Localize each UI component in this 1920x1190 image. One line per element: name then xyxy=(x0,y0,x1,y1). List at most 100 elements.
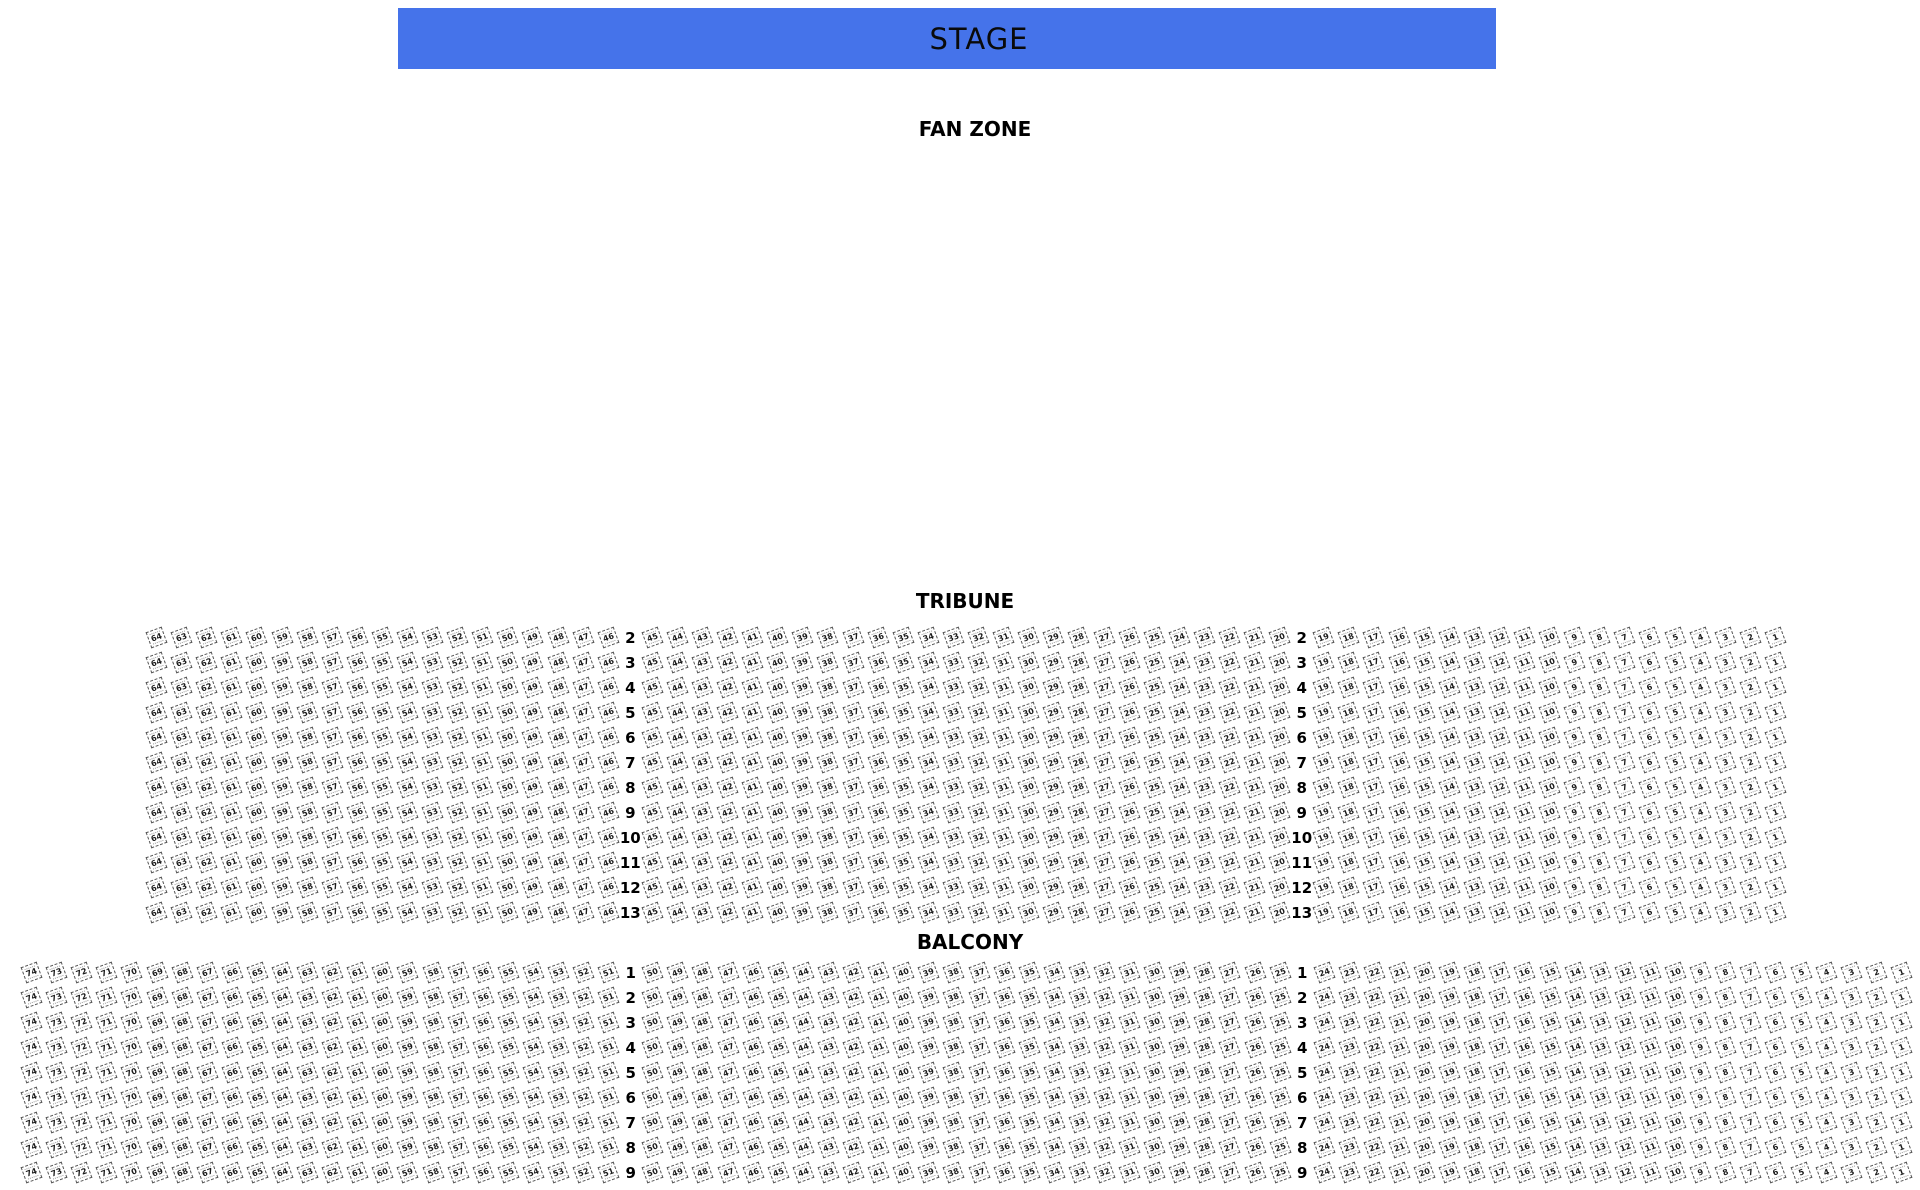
seat-balcony-r8-n53[interactable]: 53 xyxy=(547,1136,570,1159)
seat-tribune-r3-n45[interactable]: 45 xyxy=(641,651,664,674)
seat-tribune-r6-n25[interactable]: 25 xyxy=(1143,726,1166,749)
seat-balcony-r1-n64[interactable]: 64 xyxy=(271,961,294,984)
seat-tribune-r6-n33[interactable]: 33 xyxy=(942,726,965,749)
seat-balcony-r8-n16[interactable]: 16 xyxy=(1514,1136,1536,1159)
seat-balcony-r3-n4[interactable]: 4 xyxy=(1815,1011,1838,1034)
seat-tribune-r6-n29[interactable]: 29 xyxy=(1042,726,1065,749)
seat-balcony-r8-n15[interactable]: 15 xyxy=(1539,1136,1561,1159)
seat-tribune-r10-n36[interactable]: 36 xyxy=(867,826,890,849)
seat-balcony-r8-n23[interactable]: 23 xyxy=(1338,1136,1361,1159)
seat-balcony-r5-n67[interactable]: 67 xyxy=(196,1061,219,1084)
seat-balcony-r2-n42[interactable]: 42 xyxy=(842,986,865,1009)
seat-tribune-r4-n36[interactable]: 36 xyxy=(867,676,890,699)
seat-balcony-r7-n24[interactable]: 24 xyxy=(1313,1111,1336,1134)
seat-tribune-r8-n29[interactable]: 29 xyxy=(1042,776,1065,799)
seat-balcony-r1-n65[interactable]: 65 xyxy=(246,961,269,984)
seat-balcony-r7-n9[interactable]: 9 xyxy=(1689,1111,1712,1134)
seat-balcony-r2-n72[interactable]: 72 xyxy=(70,986,93,1009)
seat-tribune-r13-n56[interactable]: 56 xyxy=(346,901,369,924)
seat-tribune-r3-n63[interactable]: 63 xyxy=(170,651,193,674)
seat-tribune-r12-n62[interactable]: 62 xyxy=(195,876,218,899)
seat-balcony-r2-n57[interactable]: 57 xyxy=(447,986,470,1009)
seat-balcony-r5-n32[interactable]: 32 xyxy=(1093,1061,1116,1084)
seat-balcony-r5-n60[interactable]: 60 xyxy=(371,1061,394,1084)
seat-tribune-r9-n61[interactable]: 61 xyxy=(220,801,243,824)
seat-tribune-r3-n13[interactable]: 13 xyxy=(1463,651,1486,674)
seat-tribune-r8-n36[interactable]: 36 xyxy=(867,776,890,799)
seat-balcony-r7-n72[interactable]: 72 xyxy=(70,1111,93,1134)
seat-balcony-r6-n67[interactable]: 67 xyxy=(196,1086,219,1109)
seat-balcony-r8-n2[interactable]: 2 xyxy=(1865,1136,1888,1159)
seat-balcony-r8-n10[interactable]: 10 xyxy=(1664,1136,1687,1159)
seat-tribune-r7-n46[interactable]: 46 xyxy=(597,751,620,774)
seat-balcony-r2-n36[interactable]: 36 xyxy=(993,986,1016,1009)
seat-tribune-r6-n23[interactable]: 23 xyxy=(1193,726,1216,749)
seat-tribune-r4-n56[interactable]: 56 xyxy=(346,676,369,699)
seat-tribune-r11-n57[interactable]: 57 xyxy=(321,851,344,874)
seat-tribune-r12-n22[interactable]: 22 xyxy=(1218,876,1241,899)
seat-balcony-r4-n73[interactable]: 73 xyxy=(45,1036,68,1059)
seat-balcony-r1-n52[interactable]: 52 xyxy=(572,961,595,984)
seat-balcony-r9-n69[interactable]: 69 xyxy=(146,1161,168,1184)
seat-tribune-r13-n55[interactable]: 55 xyxy=(371,901,394,924)
seat-tribune-r13-n51[interactable]: 51 xyxy=(471,901,494,924)
seat-tribune-r8-n43[interactable]: 43 xyxy=(691,776,714,799)
seat-tribune-r6-n2[interactable]: 2 xyxy=(1739,726,1762,749)
seat-tribune-r9-n46[interactable]: 46 xyxy=(597,801,620,824)
seat-balcony-r8-n18[interactable]: 18 xyxy=(1463,1136,1486,1159)
seat-balcony-r3-n26[interactable]: 26 xyxy=(1244,1011,1266,1034)
seat-tribune-r13-n38[interactable]: 38 xyxy=(817,901,839,924)
seat-balcony-r4-n64[interactable]: 64 xyxy=(271,1036,294,1059)
seat-balcony-r3-n27[interactable]: 27 xyxy=(1219,1011,1241,1034)
seat-balcony-r7-n53[interactable]: 53 xyxy=(547,1111,570,1134)
seat-balcony-r5-n11[interactable]: 11 xyxy=(1639,1061,1662,1084)
seat-tribune-r13-n54[interactable]: 54 xyxy=(396,901,419,924)
seat-balcony-r1-n43[interactable]: 43 xyxy=(817,961,840,984)
seat-tribune-r8-n19[interactable]: 19 xyxy=(1312,776,1335,799)
seat-tribune-r7-n16[interactable]: 16 xyxy=(1388,751,1410,774)
seat-tribune-r11-n26[interactable]: 26 xyxy=(1118,851,1141,874)
seat-tribune-r9-n10[interactable]: 10 xyxy=(1538,801,1561,824)
seat-balcony-r9-n64[interactable]: 64 xyxy=(271,1161,294,1184)
seat-tribune-r2-n14[interactable]: 14 xyxy=(1438,626,1461,649)
seat-balcony-r8-n74[interactable]: 74 xyxy=(20,1136,43,1159)
seat-tribune-r13-n29[interactable]: 29 xyxy=(1042,901,1065,924)
seat-tribune-r13-n12[interactable]: 12 xyxy=(1488,901,1511,924)
seat-tribune-r11-n55[interactable]: 55 xyxy=(371,851,394,874)
seat-tribune-r8-n35[interactable]: 35 xyxy=(892,776,915,799)
seat-balcony-r4-n32[interactable]: 32 xyxy=(1093,1036,1116,1059)
seat-tribune-r7-n18[interactable]: 18 xyxy=(1337,751,1360,774)
seat-tribune-r8-n26[interactable]: 26 xyxy=(1118,776,1141,799)
seat-tribune-r9-n21[interactable]: 21 xyxy=(1243,801,1266,824)
seat-tribune-r7-n3[interactable]: 3 xyxy=(1714,751,1737,774)
seat-tribune-r3-n5[interactable]: 5 xyxy=(1664,651,1686,674)
seat-balcony-r1-n4[interactable]: 4 xyxy=(1815,961,1838,984)
seat-balcony-r7-n2[interactable]: 2 xyxy=(1865,1111,1888,1134)
seat-balcony-r1-n25[interactable]: 25 xyxy=(1269,961,1292,984)
seat-balcony-r8-n3[interactable]: 3 xyxy=(1840,1136,1863,1159)
seat-tribune-r7-n64[interactable]: 64 xyxy=(145,751,168,774)
seat-balcony-r9-n36[interactable]: 36 xyxy=(993,1161,1016,1184)
seat-tribune-r9-n41[interactable]: 41 xyxy=(741,801,764,824)
seat-balcony-r9-n59[interactable]: 59 xyxy=(397,1161,419,1184)
seat-tribune-r13-n19[interactable]: 19 xyxy=(1312,901,1335,924)
seat-balcony-r2-n29[interactable]: 29 xyxy=(1168,986,1191,1009)
seat-balcony-r8-n65[interactable]: 65 xyxy=(246,1136,269,1159)
seat-tribune-r10-n6[interactable]: 6 xyxy=(1639,826,1661,849)
seat-balcony-r7-n45[interactable]: 45 xyxy=(767,1111,790,1134)
seat-tribune-r3-n3[interactable]: 3 xyxy=(1714,651,1737,674)
seat-tribune-r9-n58[interactable]: 58 xyxy=(296,801,319,824)
seat-balcony-r2-n11[interactable]: 11 xyxy=(1639,986,1662,1009)
seat-balcony-r2-n34[interactable]: 34 xyxy=(1043,986,1066,1009)
seat-balcony-r6-n11[interactable]: 11 xyxy=(1639,1086,1662,1109)
seat-balcony-r3-n68[interactable]: 68 xyxy=(171,1011,194,1034)
seat-tribune-r8-n27[interactable]: 27 xyxy=(1093,776,1115,799)
seat-tribune-r6-n47[interactable]: 47 xyxy=(572,726,595,749)
seat-tribune-r9-n43[interactable]: 43 xyxy=(691,801,714,824)
seat-tribune-r12-n33[interactable]: 33 xyxy=(942,876,965,899)
seat-tribune-r13-n21[interactable]: 21 xyxy=(1243,901,1266,924)
seat-balcony-r2-n39[interactable]: 39 xyxy=(917,986,940,1009)
seat-tribune-r9-n30[interactable]: 30 xyxy=(1017,801,1040,824)
seat-tribune-r6-n42[interactable]: 42 xyxy=(716,726,739,749)
seat-balcony-r2-n65[interactable]: 65 xyxy=(246,986,269,1009)
